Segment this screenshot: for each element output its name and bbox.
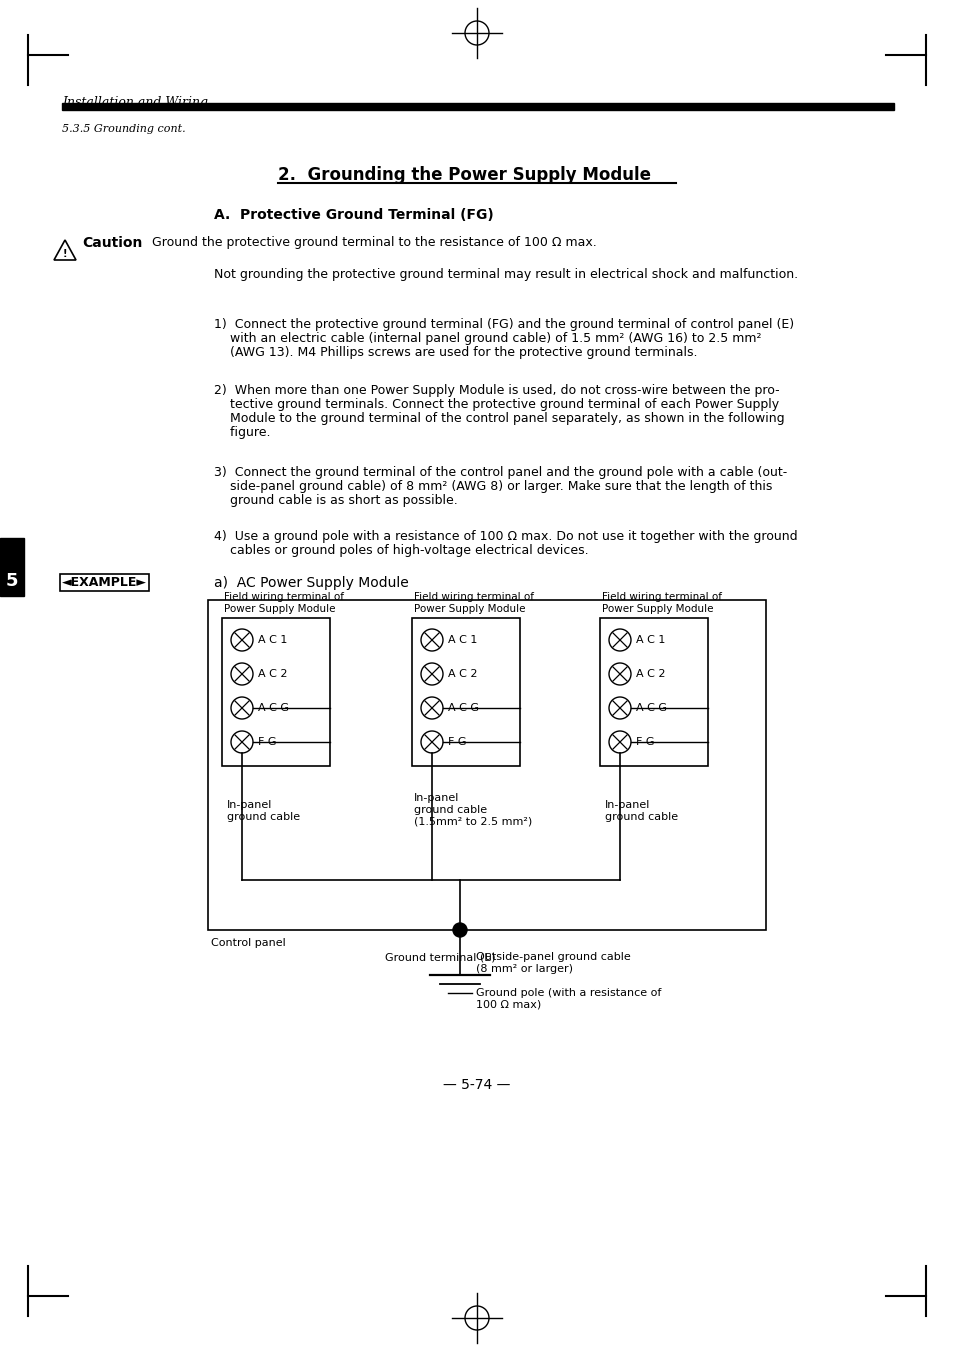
Text: A C 1: A C 1 <box>636 635 664 644</box>
Text: In-panel
ground cable: In-panel ground cable <box>227 800 300 821</box>
Text: Field wiring terminal of
Power Supply Module: Field wiring terminal of Power Supply Mo… <box>224 592 344 613</box>
Text: Field wiring terminal of
Power Supply Module: Field wiring terminal of Power Supply Mo… <box>601 592 721 613</box>
Text: — 5-74 —: — 5-74 — <box>443 1078 510 1092</box>
Text: A C 1: A C 1 <box>257 635 287 644</box>
Text: Field wiring terminal of
Power Supply Module: Field wiring terminal of Power Supply Mo… <box>414 592 534 613</box>
Text: A C 2: A C 2 <box>257 669 287 680</box>
Text: 2.  Grounding the Power Supply Module: 2. Grounding the Power Supply Module <box>277 166 650 184</box>
Text: Not grounding the protective ground terminal may result in electrical shock and : Not grounding the protective ground term… <box>213 267 798 281</box>
Text: In-panel
ground cable: In-panel ground cable <box>604 800 678 821</box>
Bar <box>599 617 707 766</box>
Circle shape <box>453 923 467 938</box>
Text: Caution: Caution <box>82 236 142 250</box>
Text: A C G: A C G <box>448 703 478 713</box>
Text: (AWG 13). M4 Phillips screws are used for the protective ground terminals.: (AWG 13). M4 Phillips screws are used fo… <box>213 346 697 359</box>
Text: A C G: A C G <box>257 703 289 713</box>
Text: A C 1: A C 1 <box>448 635 476 644</box>
Text: 5.3.5 Grounding cont.: 5.3.5 Grounding cont. <box>62 124 186 134</box>
Text: A C 2: A C 2 <box>448 669 477 680</box>
Text: with an electric cable (internal panel ground cable) of 1.5 mm² (AWG 16) to 2.5 : with an electric cable (internal panel g… <box>213 332 760 345</box>
Text: Ground the protective ground terminal to the resistance of 100 Ω max.: Ground the protective ground terminal to… <box>152 236 597 249</box>
Text: In-panel
ground cable
(1.5mm² to 2.5 mm²): In-panel ground cable (1.5mm² to 2.5 mm²… <box>414 793 532 827</box>
Text: Ground pole (with a resistance of
100 Ω max): Ground pole (with a resistance of 100 Ω … <box>476 988 660 1009</box>
Text: side-panel ground cable) of 8 mm² (AWG 8) or larger. Make sure that the length o: side-panel ground cable) of 8 mm² (AWG 8… <box>213 480 772 493</box>
Text: 4)  Use a ground pole with a resistance of 100 Ω max. Do not use it together wit: 4) Use a ground pole with a resistance o… <box>213 530 797 543</box>
Text: F G: F G <box>257 738 276 747</box>
Bar <box>222 617 330 766</box>
Text: Ground terminal (E): Ground terminal (E) <box>385 952 496 962</box>
Text: 5: 5 <box>6 571 18 590</box>
Text: Control panel: Control panel <box>211 938 286 948</box>
Text: F G: F G <box>448 738 466 747</box>
Text: 2)  When more than one Power Supply Module is used, do not cross-wire between th: 2) When more than one Power Supply Modul… <box>213 384 779 397</box>
Bar <box>412 617 519 766</box>
Text: ◄EXAMPLE►: ◄EXAMPLE► <box>62 576 147 589</box>
Text: a)  AC Power Supply Module: a) AC Power Supply Module <box>213 576 408 590</box>
Bar <box>0 538 24 596</box>
Text: 3)  Connect the ground terminal of the control panel and the ground pole with a : 3) Connect the ground terminal of the co… <box>213 466 786 480</box>
Text: ground cable is as short as possible.: ground cable is as short as possible. <box>213 494 457 507</box>
Text: A C 2: A C 2 <box>636 669 665 680</box>
Text: Installation and Wiring: Installation and Wiring <box>62 96 208 109</box>
Text: F G: F G <box>636 738 654 747</box>
Text: tective ground terminals. Connect the protective ground terminal of each Power S: tective ground terminals. Connect the pr… <box>213 399 779 411</box>
Text: Outside-panel ground cable
(8 mm² or larger): Outside-panel ground cable (8 mm² or lar… <box>476 952 630 974</box>
Text: A.  Protective Ground Terminal (FG): A. Protective Ground Terminal (FG) <box>213 208 494 222</box>
Text: A C G: A C G <box>636 703 666 713</box>
Text: cables or ground poles of high-voltage electrical devices.: cables or ground poles of high-voltage e… <box>213 544 588 557</box>
Text: figure.: figure. <box>213 426 271 439</box>
Text: Module to the ground terminal of the control panel separately, as shown in the f: Module to the ground terminal of the con… <box>213 412 783 426</box>
Text: 1)  Connect the protective ground terminal (FG) and the ground terminal of contr: 1) Connect the protective ground termina… <box>213 317 793 331</box>
Bar <box>62 103 893 109</box>
Text: !: ! <box>63 249 67 259</box>
Bar <box>208 600 765 929</box>
